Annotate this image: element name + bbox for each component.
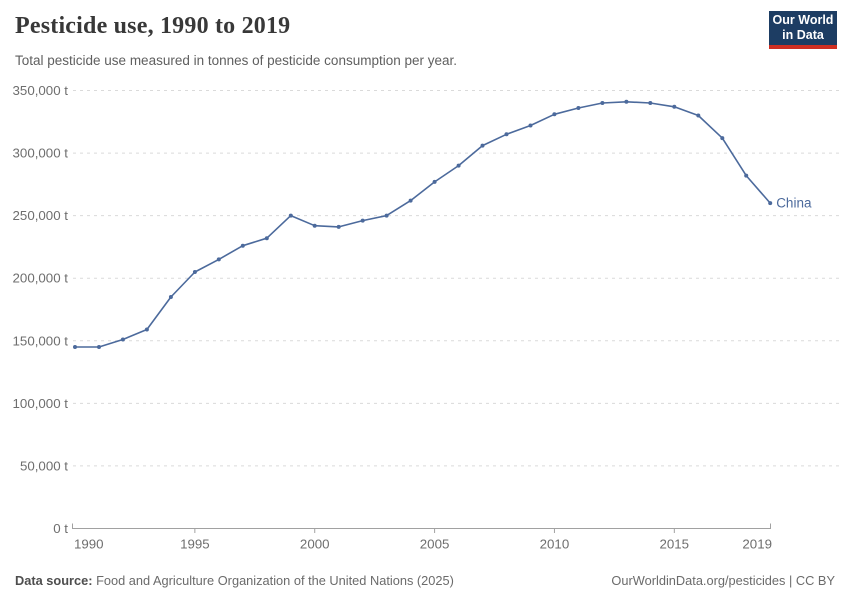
x-axis-tick-label: 2019 [742, 537, 772, 552]
data-point[interactable] [528, 123, 533, 128]
data-point[interactable] [648, 101, 653, 105]
entity-label-china[interactable]: China [776, 196, 812, 211]
owid-logo-line2: in Data [782, 28, 824, 42]
data-point[interactable] [744, 173, 749, 178]
data-point[interactable] [73, 345, 77, 349]
data-point[interactable] [192, 270, 197, 274]
data-point[interactable] [240, 243, 245, 248]
owid-logo[interactable]: Our World in Data [769, 11, 837, 49]
data-point[interactable] [576, 106, 581, 110]
data-point[interactable] [720, 136, 725, 141]
data-point[interactable] [360, 218, 365, 223]
series-line-china[interactable] [75, 101, 771, 348]
data-point[interactable] [408, 198, 413, 203]
attribution: OurWorldinData.org/pesticides | CC BY [611, 573, 835, 588]
data-point[interactable] [216, 257, 221, 262]
y-axis-tick-label: 350,000 t [13, 83, 69, 98]
data-point[interactable] [552, 112, 557, 117]
data-point[interactable] [312, 223, 317, 228]
data-point[interactable] [624, 99, 629, 104]
data-point[interactable] [696, 113, 701, 118]
y-axis-tick-label: 200,000 t [13, 271, 69, 286]
chart-subtitle: Total pesticide use measured in tonnes o… [15, 53, 458, 68]
data-source-label: Data source: [15, 573, 93, 588]
x-axis-tick-label: 2015 [660, 537, 690, 552]
data-point[interactable] [672, 104, 677, 109]
y-axis-tick-label: 50,000 t [20, 458, 68, 473]
data-point[interactable] [120, 337, 125, 342]
x-axis-tick-label: 1990 [74, 537, 104, 552]
y-axis-tick-label: 300,000 t [13, 146, 69, 161]
data-point[interactable] [288, 213, 293, 218]
data-source: Data source: Food and Agriculture Organi… [15, 573, 454, 588]
data-point[interactable] [97, 345, 101, 349]
y-axis-tick-label: 100,000 t [13, 396, 69, 411]
data-point[interactable] [504, 132, 509, 137]
data-point[interactable] [264, 236, 269, 241]
x-axis-tick-label: 2010 [540, 537, 570, 552]
y-axis-tick-label: 150,000 t [13, 333, 69, 348]
data-point[interactable] [768, 201, 773, 206]
data-point[interactable] [144, 327, 149, 332]
page-title: Pesticide use, 1990 to 2019 [15, 13, 291, 39]
x-axis-tick-label: 1995 [180, 537, 210, 552]
data-point[interactable] [336, 224, 341, 229]
data-point[interactable] [480, 143, 485, 148]
data-source-text: Food and Agriculture Organization of the… [92, 573, 454, 588]
data-point[interactable] [456, 163, 461, 168]
y-axis-tick-label: 250,000 t [13, 208, 69, 223]
data-point[interactable] [168, 295, 173, 299]
data-point[interactable] [432, 179, 437, 184]
data-point[interactable] [384, 213, 389, 218]
data-point[interactable] [600, 101, 605, 105]
y-axis-tick-label: 0 t [53, 521, 68, 536]
x-axis-tick-label: 2005 [420, 537, 450, 552]
x-axis-tick-label: 2000 [300, 537, 330, 552]
owid-logo-line1: Our World [772, 12, 834, 27]
